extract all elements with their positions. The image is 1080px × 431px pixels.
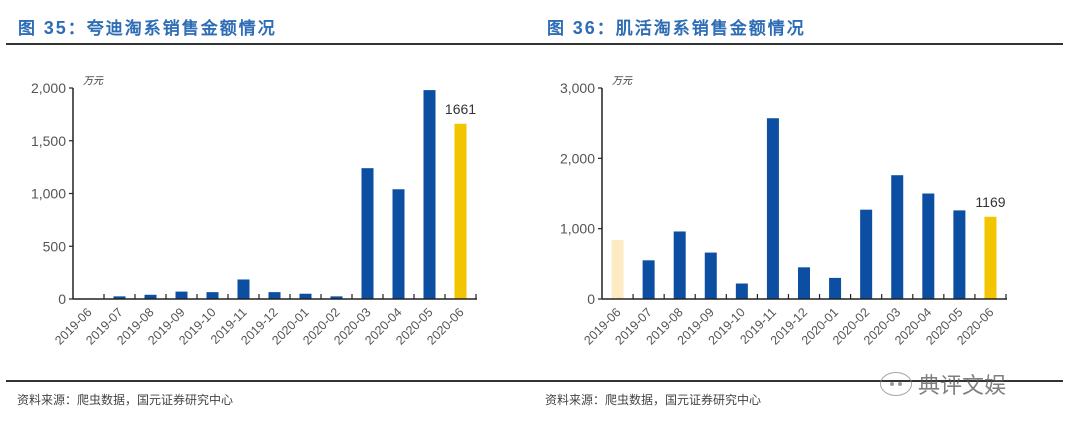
figure-number: 36	[572, 18, 597, 38]
source-note: 资料来源：爬虫数据，国元证券研究中心	[17, 393, 234, 407]
data-label: 1661	[445, 101, 476, 117]
bar-2020-05	[953, 210, 966, 299]
title-text: ：肌活淘系销售金额情况	[596, 19, 806, 38]
bar-2020-06	[984, 216, 997, 299]
bar-2019-08	[673, 231, 686, 299]
bar-2020-06	[454, 123, 467, 300]
bar-2019-12	[268, 292, 281, 299]
bar-2019-08	[144, 294, 157, 299]
watermark-text: 典评文娱	[918, 373, 1007, 398]
bar-2020-03	[891, 175, 904, 299]
y-tick-label: 3,000	[560, 80, 595, 96]
bar-2020-01	[299, 293, 312, 299]
bar-2020-03	[361, 168, 374, 299]
top-divider	[540, 43, 1063, 45]
source-note: 资料来源：爬虫数据，国元证券研究中心	[545, 393, 762, 407]
bar-2019-12	[798, 267, 810, 299]
y-tick-label: 1,000	[560, 221, 595, 237]
y-tick-label: 1,000	[31, 186, 66, 202]
bar-2019-09	[175, 291, 188, 299]
bar-2020-01	[829, 277, 842, 299]
y-tick-label: 1,500	[31, 133, 66, 149]
bar-2019-07	[113, 296, 126, 299]
top-divider	[6, 43, 540, 45]
title-prefix: 图	[547, 19, 573, 38]
wechat-icon	[880, 372, 912, 396]
y-tick-label: 500	[43, 238, 67, 254]
figure-title: 图 36：肌活淘系销售金额情况	[547, 14, 806, 39]
bottom-divider	[540, 380, 1063, 382]
bar-2019-10	[206, 292, 219, 299]
bar-2020-05	[423, 90, 436, 299]
figure-number: 35	[43, 18, 68, 38]
y-tick-label: 2,000	[31, 80, 66, 96]
figure-title: 图 35：夸迪淘系销售金额情况	[18, 14, 277, 39]
bar-2019-06	[611, 239, 624, 299]
unit-label: 万元	[612, 76, 633, 87]
bar-2019-07	[642, 260, 655, 299]
watermark: 典评文娱	[880, 368, 1006, 400]
data-label: 1169	[975, 194, 1005, 210]
unit-label: 万元	[83, 76, 104, 87]
bar-2019-11	[237, 279, 250, 299]
y-tick-label: 0	[58, 291, 66, 307]
y-tick-label: 0	[587, 291, 595, 307]
bar-2020-02	[330, 296, 343, 299]
bar-2019-10	[735, 283, 748, 299]
y-tick-label: 2,000	[560, 150, 595, 166]
bar-2020-04	[922, 193, 935, 299]
bar-2020-04	[392, 189, 405, 299]
figure-36-panel: 图 36：肌活淘系销售金额情况 0 1,000 2,000 3,000 万元 2019-0…	[540, 0, 1080, 431]
title-prefix: 图	[18, 19, 44, 38]
bar-2019-11	[766, 118, 779, 299]
title-text: ：夸迪淘系销售金额情况	[67, 19, 277, 38]
figure-35-panel: 图 35：夸迪淘系销售金额情况 0 500 1,000 1,500 2,000 万元 201…	[6, 14, 540, 407]
bar-2019-09	[704, 252, 717, 299]
bar-2020-02	[860, 209, 873, 299]
bottom-divider	[6, 380, 540, 382]
